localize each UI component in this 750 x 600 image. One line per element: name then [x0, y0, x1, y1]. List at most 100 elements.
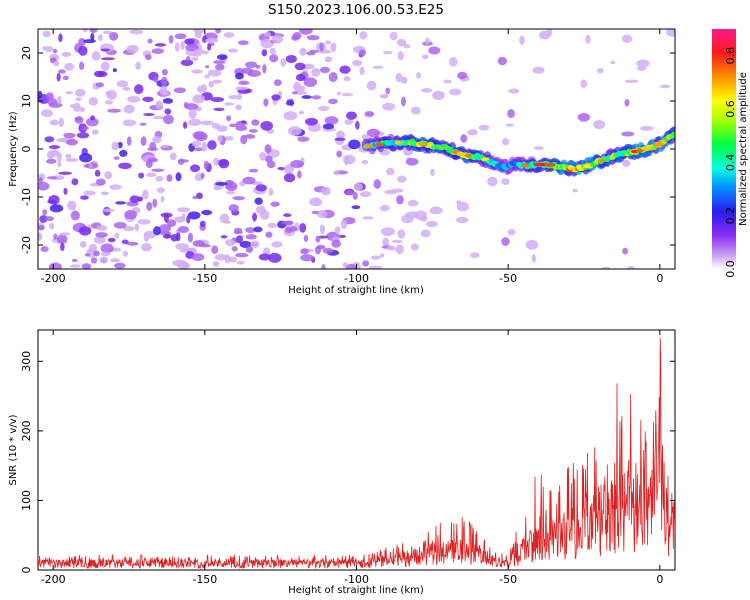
spectrogram-cell [57, 160, 62, 168]
spectrogram-cell [322, 247, 334, 254]
spectrogram-cell [292, 90, 298, 95]
spectrogram-cell [235, 235, 243, 244]
spectrogram-cell [78, 37, 86, 47]
spectrogram-cell [177, 158, 185, 165]
spectrogram-cell [370, 255, 381, 260]
spectrogram-cell [525, 239, 539, 250]
spectrogram-cell [401, 96, 406, 107]
spectrogram-cell [175, 172, 182, 182]
spectrogram-cell [395, 72, 403, 83]
spectrogram-cell [622, 159, 631, 168]
spectrogram-cell [199, 220, 206, 227]
spectrogram-cell [210, 97, 225, 103]
spectrogram-cell [95, 82, 104, 88]
spectrogram-cell [297, 170, 302, 179]
snr-x-ticks: -200 -150 -100 -50 0 [41, 330, 663, 586]
spectrogram-cell [220, 235, 228, 239]
snr-y-tick-label: 100 [20, 490, 33, 511]
spectrogram-cell [129, 29, 144, 35]
spectrogram-cell [213, 186, 221, 191]
spectrogram-cell [191, 69, 203, 74]
spectrogram-cell [74, 116, 84, 124]
spectrogram-cell [449, 56, 458, 67]
snr-y-tick-label: 200 [20, 420, 33, 441]
spectrogram-cell [177, 225, 190, 234]
spectrogram-cell [572, 188, 578, 193]
spectrogram-cell [432, 90, 445, 101]
spectrogram-cell [338, 234, 347, 238]
spectrogram-cell [164, 108, 172, 115]
spectrogram-cell [334, 226, 341, 234]
spectrogram-cell [340, 219, 348, 230]
spectrogram-cell [140, 136, 147, 147]
spectrogram-cell [207, 44, 212, 51]
spectrogram-cell [76, 132, 90, 139]
spectrogram-cell [373, 179, 382, 189]
spectrogram-cell [96, 225, 108, 231]
spectrogram-y-tick-label: -20 [20, 236, 33, 254]
spectrogram-cell [531, 254, 536, 263]
spectrogram-cell [316, 244, 326, 250]
spectrogram-cell [139, 122, 147, 126]
spectrogram-cell [622, 247, 629, 255]
spectrogram-cell [200, 172, 205, 179]
spectrogram-cell [593, 119, 606, 130]
spectrogram-cell [334, 137, 346, 142]
spectrogram-cell [297, 136, 310, 142]
spectrogram-cell [151, 48, 164, 55]
spectrogram-cell [137, 219, 151, 225]
spectrogram-cell [78, 226, 92, 236]
colorbar-tick-label: 0.4 [724, 154, 737, 172]
spectrogram-cell [215, 29, 222, 34]
spectrogram-cell [175, 232, 181, 242]
ridge-peak-cell [480, 157, 489, 161]
spectrogram-cell [271, 94, 281, 101]
spectrogram-cell [269, 54, 279, 63]
spectrogram-cell [317, 235, 329, 239]
spectrogram-cell [321, 264, 326, 269]
spectrogram-cell [255, 184, 267, 192]
spectrogram-cell [507, 109, 515, 119]
spectrogram-cell [42, 209, 48, 216]
spectrogram-cell [180, 59, 194, 66]
spectrogram-cell [240, 120, 247, 124]
spectrogram-cell [248, 129, 258, 133]
spectrogram-cell [201, 141, 208, 152]
spectrogram-cell [57, 95, 62, 105]
spectrogram-cell [501, 178, 510, 186]
spectrogram-cell [242, 176, 256, 185]
spectrogram-cell [284, 226, 293, 234]
spectrogram-cell [460, 134, 468, 143]
spectrogram-cell [160, 145, 169, 149]
spectrogram-cell [113, 156, 120, 160]
spectrogram-cell [457, 71, 468, 80]
spectrogram-cell [228, 95, 240, 100]
spectrogram-cell [324, 116, 339, 125]
spectrogram-cell [319, 224, 326, 235]
spectrogram-cell [420, 88, 433, 93]
spectrogram-cell [93, 250, 100, 257]
snr-y-axis-label: SNR (10 * v/v) [8, 414, 19, 485]
spectrogram-cell [359, 31, 368, 40]
spectrogram-cell [109, 184, 122, 190]
spectrogram-cell [346, 263, 357, 269]
spectrogram-cell [224, 136, 234, 141]
spectrogram-cell [184, 103, 199, 111]
spectrogram-x-tick-label: -150 [192, 272, 217, 285]
spectrogram-cell [624, 79, 639, 83]
snr-x-tick-label: 0 [656, 573, 663, 586]
spectrogram-cell [155, 175, 164, 182]
colorbar-tick-label: 0.0 [724, 260, 737, 278]
spectrogram-cell [79, 153, 93, 163]
spectrogram-cell [382, 237, 390, 247]
spectrogram-cell [546, 29, 553, 37]
spectrogram-cell [236, 261, 245, 265]
spectrogram-cell [97, 34, 103, 41]
spectrogram-cell [271, 34, 284, 44]
spectrogram-cell [336, 130, 345, 140]
spectrogram-cell [38, 177, 43, 184]
spectrogram-cell [95, 178, 106, 186]
spectrogram-cell [173, 87, 186, 94]
spectrogram-cell [45, 158, 57, 164]
spectrogram-cell [134, 84, 144, 95]
